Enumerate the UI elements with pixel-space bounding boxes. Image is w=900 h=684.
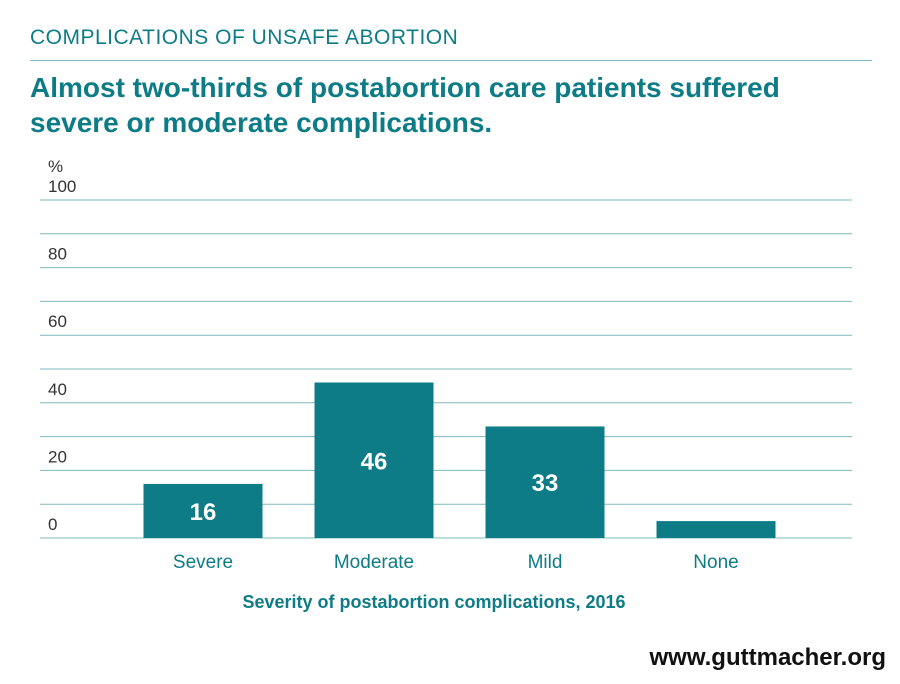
y-tick-label: 100 — [48, 177, 76, 196]
y-tick-label: 80 — [48, 245, 67, 264]
x-tick-label: None — [693, 552, 738, 573]
bar-value-label: 46 — [361, 448, 388, 475]
bar-value-label: 33 — [532, 470, 559, 497]
chart-kicker: COMPLICATIONS OF UNSAFE ABORTION — [30, 26, 459, 49]
source-url: www.guttmacher.org — [649, 644, 886, 671]
x-axis-title: Severity of postabortion complications, … — [242, 592, 625, 612]
y-tick-label: 60 — [48, 312, 67, 331]
y-unit-label: % — [48, 157, 63, 176]
bar-chart: 0 20 40 60 80 100% 16 Severe 46 Moderate 33 Mild Non… — [40, 157, 852, 612]
y-tick-label: 0 — [48, 515, 57, 534]
bar-severe — [143, 483, 263, 538]
chart-headline: Almost two-thirds of postabortion care p… — [30, 72, 780, 138]
bar-moderate — [314, 382, 434, 538]
bar-mild — [485, 426, 605, 538]
header-divider — [30, 60, 872, 61]
bar-none — [656, 521, 776, 538]
x-tick-label: Mild — [528, 552, 563, 573]
y-tick-label: 20 — [48, 447, 67, 466]
x-tick-label: Moderate — [334, 552, 414, 573]
y-tick-label: 40 — [48, 380, 67, 399]
x-tick-label: Severe — [173, 552, 233, 573]
bar-value-label: 16 — [190, 499, 217, 526]
